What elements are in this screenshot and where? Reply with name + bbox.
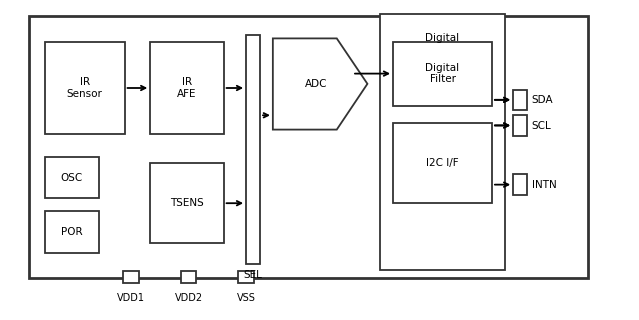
Text: VDD2: VDD2 — [174, 293, 203, 303]
FancyBboxPatch shape — [180, 271, 197, 283]
Text: OSC: OSC — [61, 172, 83, 183]
Text: SDA: SDA — [532, 95, 553, 105]
Text: SCL: SCL — [532, 121, 551, 131]
FancyBboxPatch shape — [513, 115, 527, 136]
FancyBboxPatch shape — [393, 123, 492, 203]
Text: INTN: INTN — [532, 180, 557, 190]
Text: I2C I/F: I2C I/F — [426, 158, 459, 168]
FancyBboxPatch shape — [380, 14, 505, 270]
Text: ADC: ADC — [305, 79, 328, 89]
Text: SEL: SEL — [243, 270, 263, 280]
FancyBboxPatch shape — [238, 271, 254, 283]
Text: IR
Sensor: IR Sensor — [66, 77, 103, 99]
Polygon shape — [273, 38, 367, 130]
Text: IR
AFE: IR AFE — [177, 77, 197, 99]
FancyBboxPatch shape — [45, 42, 125, 134]
FancyBboxPatch shape — [150, 163, 224, 243]
FancyBboxPatch shape — [513, 90, 527, 110]
FancyBboxPatch shape — [123, 271, 139, 283]
Text: Digital
Filter: Digital Filter — [426, 63, 459, 84]
Text: VSS: VSS — [236, 293, 256, 303]
Text: Digital: Digital — [426, 33, 459, 43]
FancyBboxPatch shape — [45, 211, 99, 253]
Text: POR: POR — [61, 227, 82, 237]
FancyBboxPatch shape — [150, 42, 224, 134]
Text: TSENS: TSENS — [170, 198, 204, 208]
Text: VDD1: VDD1 — [117, 293, 145, 303]
FancyBboxPatch shape — [246, 35, 260, 264]
FancyBboxPatch shape — [45, 157, 99, 198]
FancyBboxPatch shape — [513, 174, 527, 195]
FancyBboxPatch shape — [393, 42, 492, 106]
FancyBboxPatch shape — [29, 16, 588, 278]
